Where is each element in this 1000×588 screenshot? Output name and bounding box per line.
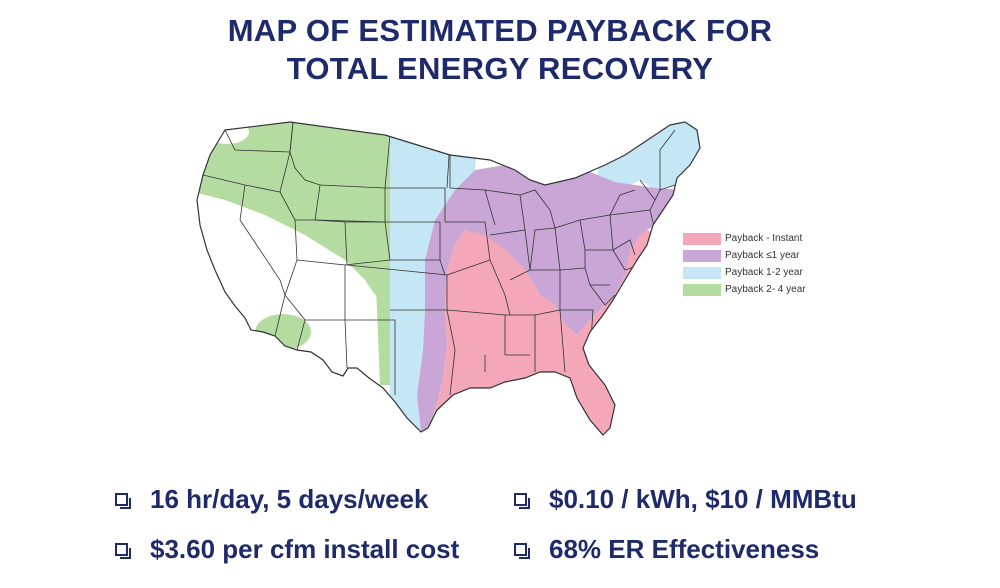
checkbox-icon xyxy=(514,493,530,509)
assumption-text: $3.60 per cfm install cost xyxy=(150,534,460,564)
assumption-text: 16 hr/day, 5 days/week xyxy=(150,484,429,514)
assumption-energy-costs: $0.10 / kWh, $10 / MMBtu xyxy=(514,484,857,515)
state-borders xyxy=(202,122,676,396)
assumption-install-cost: $3.60 per cfm install cost xyxy=(115,534,459,565)
legend-item-1-2-year: Payback 1-2 year xyxy=(683,264,813,281)
map-legend: Payback - Instant Payback ≤1 year Paybac… xyxy=(683,230,813,298)
us-payback-map xyxy=(185,110,705,450)
legend-item-1-year: Payback ≤1 year xyxy=(683,247,813,264)
title-line-1: MAP OF ESTIMATED PAYBACK FOR xyxy=(227,13,773,48)
legend-label-2-4-year: Payback 2- 4 year xyxy=(725,284,806,295)
legend-swatch-1-year xyxy=(683,249,721,262)
region-payback-2-4-year-northwest xyxy=(197,122,390,295)
legend-swatch-2-4-year xyxy=(683,283,721,296)
assumption-operating-hours: 16 hr/day, 5 days/week xyxy=(115,484,428,515)
legend-item-instant: Payback - Instant xyxy=(683,230,813,247)
legend-swatch-instant xyxy=(683,232,721,245)
region-payback-1-2-year-plains xyxy=(390,122,480,432)
checkbox-icon xyxy=(115,493,131,509)
legend-swatch-1-2-year xyxy=(683,266,721,279)
legend-label-1-year: Payback ≤1 year xyxy=(725,250,800,261)
legend-item-2-4-year: Payback 2- 4 year xyxy=(683,281,813,298)
checkbox-icon xyxy=(115,543,131,559)
title-line-2: TOTAL ENERGY RECOVERY xyxy=(286,51,714,86)
us-map-svg xyxy=(196,121,701,436)
region-washington-white xyxy=(205,122,249,144)
assumption-er-effectiveness: 68% ER Effectiveness xyxy=(514,534,819,565)
page-title: MAP OF ESTIMATED PAYBACK FOR TOTAL ENERG… xyxy=(0,12,1000,88)
assumption-text: 68% ER Effectiveness xyxy=(549,534,820,564)
assumption-text: $0.10 / kWh, $10 / MMBtu xyxy=(549,484,857,514)
region-payback-under-1-year-appalachia xyxy=(545,245,600,330)
legend-label-instant: Payback - Instant xyxy=(725,233,803,244)
assumptions-list: 16 hr/day, 5 days/week $0.10 / kWh, $10 … xyxy=(0,478,1000,588)
checkbox-icon xyxy=(514,543,530,559)
legend-label-1-2-year: Payback 1-2 year xyxy=(725,267,803,278)
region-payback-under-1-year xyxy=(417,165,685,432)
